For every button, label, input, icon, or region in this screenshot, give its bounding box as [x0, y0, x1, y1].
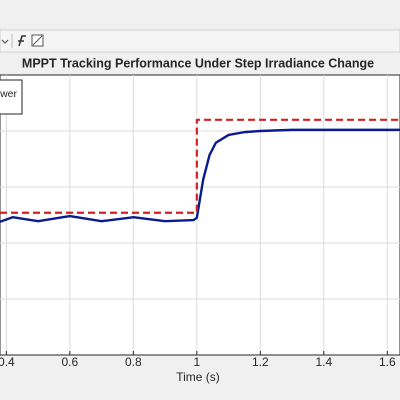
x-tick-label: 0.6: [61, 355, 78, 369]
toolbar-dropdown[interactable]: [1, 39, 9, 44]
plot-area: [0, 74, 400, 356]
toolbar-function-icon[interactable]: [18, 35, 26, 47]
data-line: [0, 128, 400, 223]
toolbar-image-icon-slash: [32, 35, 43, 46]
x-tick-label: 0.8: [125, 355, 142, 369]
toolbar: [0, 29, 400, 53]
legend-label: wer: [0, 88, 18, 100]
x-tick-label: 1.6: [379, 355, 396, 369]
x-tick-label: 1.4: [315, 355, 332, 369]
x-tick-label: 1: [193, 355, 200, 369]
x-axis-label: Time (s): [176, 370, 220, 384]
data-line: [0, 118, 400, 214]
chart-title: MPPT Tracking Performance Under Step Irr…: [22, 56, 374, 70]
x-tick-label: 0.4: [0, 355, 15, 369]
legend-box: [0, 79, 23, 115]
x-tick-label: 1.2: [252, 355, 269, 369]
